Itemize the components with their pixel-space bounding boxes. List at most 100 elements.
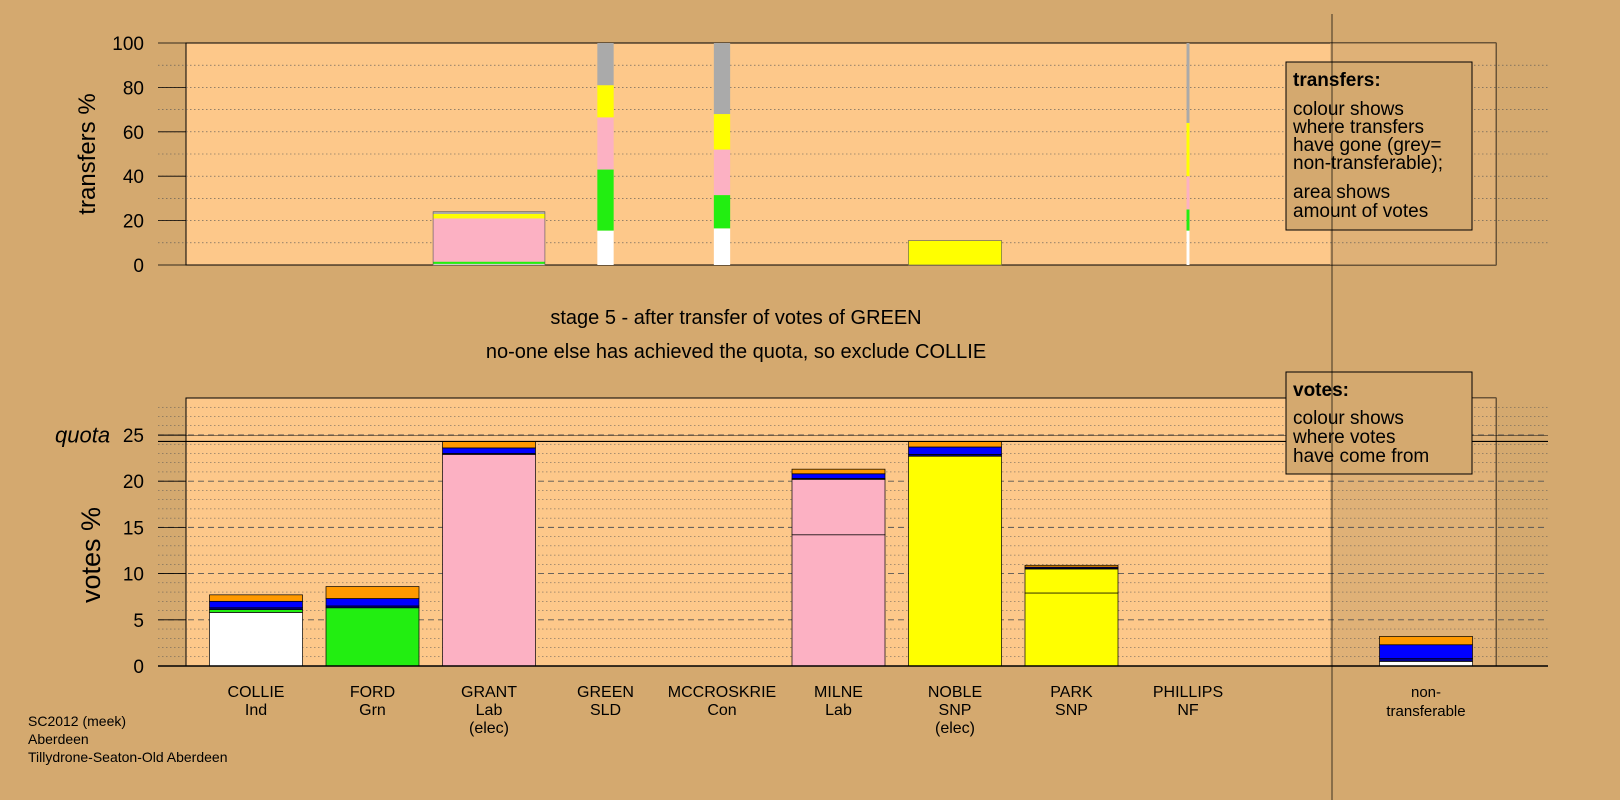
candidate-label: FORD: [350, 684, 395, 701]
transfer-segment-ford: [597, 169, 614, 231]
candidate-label: PHILLIPS: [1153, 684, 1223, 701]
transfer-segment-milne: [713, 149, 731, 196]
transfers-legend-line: colour shows: [1293, 99, 1404, 120]
transfers-y-axis-label: transfers %: [74, 93, 101, 214]
votes-legend-line: where votes: [1292, 427, 1395, 448]
transfer-segment-park: [597, 85, 614, 118]
candidate-labels: COLLIEIndFORDGrnGRANTLab(elec)GREENSLDMC…: [228, 684, 1224, 737]
transfers-legend: transfers: colour shows where transfers …: [1285, 61, 1473, 231]
transfer-bar-outline: [432, 211, 546, 266]
transfer-segment-non_transferable: [433, 211, 545, 214]
candidate-label: (elec): [935, 720, 975, 737]
votes-legend-box: [1285, 371, 1473, 475]
transfers-legend-line: non-transferable);: [1293, 153, 1443, 174]
candidate-label: Con: [707, 702, 736, 719]
footer-line: Aberdeen: [28, 731, 89, 747]
transfer-segment-park: [433, 213, 545, 217]
vote-segment-ford: [325, 607, 420, 667]
transfers-legend-box: [1285, 61, 1473, 231]
transfers-plot-area: [185, 42, 1497, 266]
vote-segment-phillips: [1379, 658, 1473, 662]
candidate-label: Grn: [359, 702, 386, 719]
transfer-segment-milne: [1186, 176, 1190, 210]
transfers-tick-label: 0: [133, 256, 144, 277]
votes-tick-label: 25: [123, 426, 144, 447]
votes-y-ticks: 0 5 10 15 20 25: [123, 426, 186, 678]
transfer-segment-park: [908, 240, 1002, 265]
vote-segment-green: [325, 586, 420, 599]
quota-label: quota: [55, 422, 110, 447]
transfer-segment-non_transferable: [1186, 43, 1190, 123]
votes-tick-label: 20: [123, 472, 144, 493]
vote-segment-green: [791, 468, 886, 475]
transfer-segment-non_transferable: [597, 43, 614, 86]
votes-bars: [209, 441, 1473, 667]
vote-segment-mccroskrie: [791, 473, 886, 479]
candidate-label: PARK: [1050, 684, 1093, 701]
transfers-legend-line: area shows: [1293, 182, 1390, 203]
votes-legend-line: colour shows: [1293, 408, 1404, 429]
vote-segment-noble: [908, 455, 1002, 667]
transfers-bars: [432, 43, 1190, 266]
transfers-legend-title: transfers:: [1293, 70, 1381, 91]
transfers-tick-label: 40: [123, 167, 144, 188]
candidate-label: NF: [1177, 702, 1199, 719]
transfer-segment-collie: [713, 228, 731, 265]
vote-segment-green: [209, 594, 303, 602]
candidate-label: SNP: [939, 702, 972, 719]
candidate-label: SNP: [1055, 702, 1088, 719]
candidate-label: (elec): [469, 720, 509, 737]
transfer-segment-milne: [597, 117, 614, 170]
vote-segment-green: [1024, 564, 1119, 568]
candidate-label: Lab: [476, 702, 503, 719]
candidate-label: GREEN: [577, 684, 634, 701]
vote-segment-mccroskrie: [908, 446, 1002, 455]
vote-segment-milne: [791, 534, 886, 667]
transfer-segment-collie: [433, 263, 545, 265]
transfer-segment-ford: [1186, 209, 1190, 231]
footer-line: Tillydrone-Seaton-Old Aberdeen: [28, 749, 228, 765]
transfers-legend-line: have gone (grey=: [1293, 135, 1441, 156]
candidate-label: COLLIE: [228, 684, 285, 701]
candidate-label: MCCROSKRIE: [668, 684, 776, 701]
transfers-tick-label: 60: [123, 123, 144, 144]
candidate-label: MILNE: [814, 684, 863, 701]
transfer-segment-ford: [433, 261, 545, 264]
candidate-label: GRANT: [461, 684, 517, 701]
votes-tick-label: 15: [123, 518, 144, 539]
vote-segment-park: [1024, 592, 1119, 667]
candidate-label: Ind: [245, 702, 267, 719]
transfer-segment-collie: [1186, 230, 1190, 265]
vote-segment-noble: [1024, 568, 1119, 594]
votes-tick-label: 5: [133, 611, 144, 632]
votes-legend-title: votes:: [1293, 380, 1349, 401]
vote-segment-grant: [442, 454, 536, 667]
candidate-label: NOBLE: [928, 684, 982, 701]
votes-legend-line: have come from: [1293, 446, 1429, 467]
votes-tick-label: 0: [133, 657, 144, 678]
vote-segment-mccroskrie: [325, 598, 420, 607]
vote-segment-green: [908, 441, 1002, 448]
transfer-segment-park: [1186, 122, 1190, 177]
transfer-segment-noble: [433, 216, 545, 219]
vote-segment-green: [1379, 636, 1473, 646]
vote-segment-mccroskrie: [209, 600, 303, 609]
transfers-tick-label: 100: [112, 34, 144, 55]
transfer-segment-collie: [597, 230, 614, 265]
vote-segment-collie: [209, 612, 303, 667]
transfer-segment-ford: [713, 195, 731, 229]
votes-y-axis-label: votes %: [76, 507, 106, 603]
transfers-legend-line: where transfers: [1292, 117, 1424, 138]
vote-segment-green: [442, 441, 536, 449]
transfer-bar-outline: [908, 240, 1002, 266]
footer-line: SC2012 (meek): [28, 713, 126, 729]
exclusion-description: no-one else has achieved the quota, so e…: [486, 341, 986, 363]
nontransferable-label: transferable: [1386, 703, 1465, 720]
vote-segment-mccroskrie: [442, 447, 536, 454]
transfer-segment-non_transferable: [713, 43, 731, 115]
vote-segment-mccroskrie: [1379, 644, 1473, 659]
stage-description: stage 5 - after transfer of votes of GRE…: [550, 307, 921, 329]
transfers-tick-label: 80: [123, 78, 144, 99]
vote-segment-ford: [209, 609, 303, 613]
